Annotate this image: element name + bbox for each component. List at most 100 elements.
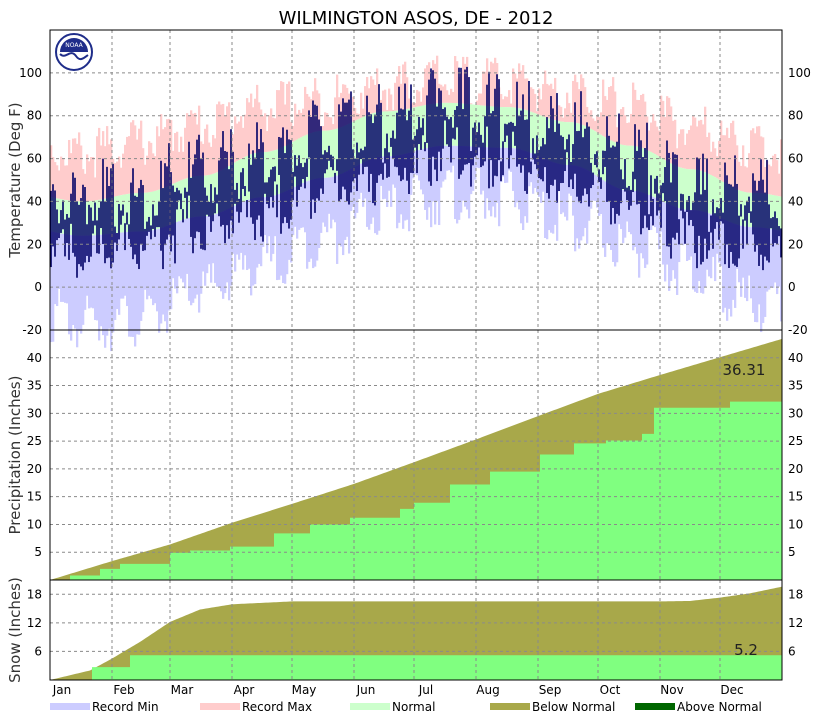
record-max-bar bbox=[538, 88, 541, 115]
record-max-bar bbox=[384, 89, 387, 112]
observed-temperature-bar bbox=[62, 200, 64, 230]
record-min-bar bbox=[266, 196, 269, 254]
observed-temperature-bar bbox=[244, 186, 246, 197]
normal-bar bbox=[500, 107, 503, 148]
record-max-bar bbox=[100, 145, 103, 200]
record-min-bar bbox=[96, 235, 99, 321]
record-max-bar bbox=[600, 112, 603, 135]
record-min-bar bbox=[276, 194, 279, 281]
normal-bar bbox=[722, 181, 725, 220]
record-max-bar bbox=[218, 101, 221, 172]
record-max-bar bbox=[90, 157, 93, 201]
normal-bar bbox=[444, 102, 447, 146]
record-max-bar bbox=[356, 113, 359, 120]
record-min-bar bbox=[324, 177, 327, 227]
record-min-bar bbox=[464, 146, 467, 207]
observed-temperature-bar bbox=[106, 166, 108, 259]
observed-temperature-bar bbox=[510, 121, 512, 156]
record-max-bar bbox=[358, 113, 361, 119]
observed-temperature-bar bbox=[300, 163, 302, 187]
observed-temperature-bar bbox=[454, 109, 456, 140]
record-min-bar bbox=[178, 221, 181, 277]
observed-temperature-bar bbox=[648, 214, 650, 231]
observed-temperature-bar bbox=[498, 79, 500, 161]
record-max-bar bbox=[736, 145, 739, 190]
record-max-bar bbox=[690, 125, 693, 170]
record-min-bar bbox=[410, 152, 413, 195]
record-max-bar bbox=[642, 93, 645, 149]
record-min-bar bbox=[722, 219, 725, 313]
normal-bar bbox=[590, 128, 593, 173]
normal-bar bbox=[182, 179, 185, 220]
observed-temperature-bar bbox=[458, 67, 460, 179]
record-min-bar bbox=[396, 155, 399, 229]
normal-bar bbox=[682, 168, 685, 210]
observed-temperature-bar bbox=[398, 86, 400, 176]
record-min-bar bbox=[68, 234, 71, 335]
record-min-bar bbox=[286, 190, 289, 275]
normal-bar bbox=[572, 122, 575, 166]
record-min-bar bbox=[494, 147, 497, 218]
record-max-bar bbox=[492, 63, 495, 107]
record-max-bar bbox=[590, 110, 593, 129]
record-max-bar bbox=[272, 117, 275, 151]
record-min-bar bbox=[778, 230, 781, 287]
normal-bar bbox=[632, 145, 635, 191]
record-min-bar bbox=[682, 209, 685, 246]
observed-temperature-bar bbox=[760, 159, 762, 255]
observed-temperature-bar bbox=[230, 129, 232, 221]
normal-bar bbox=[154, 190, 157, 230]
observed-temperature-bar bbox=[98, 207, 100, 254]
observed-temperature-bar bbox=[622, 179, 624, 190]
normal-bar bbox=[382, 111, 385, 157]
observed-temperature-bar bbox=[728, 183, 730, 268]
record-max-bar bbox=[104, 146, 107, 199]
record-max-bar bbox=[542, 84, 545, 117]
record-min-bar bbox=[80, 235, 83, 334]
observed-temperature-bar bbox=[766, 159, 768, 261]
legend-swatch bbox=[635, 703, 675, 710]
record-min-bar bbox=[348, 170, 351, 254]
observed-temperature-bar bbox=[320, 126, 322, 189]
observed-temperature-bar bbox=[184, 187, 186, 198]
record-min-bar bbox=[578, 166, 581, 249]
normal-bar bbox=[330, 130, 333, 178]
record-max-bar bbox=[106, 126, 109, 199]
record-min-bar bbox=[82, 235, 85, 325]
record-max-bar bbox=[332, 124, 335, 130]
observed-temperature-bar bbox=[258, 149, 260, 216]
record-max-bar bbox=[324, 112, 327, 131]
record-min-bar bbox=[456, 145, 459, 224]
normal-bar bbox=[476, 105, 479, 147]
observed-temperature-bar bbox=[274, 166, 276, 182]
record-max-bar bbox=[50, 145, 53, 198]
record-min-bar bbox=[310, 179, 313, 259]
record-min-bar bbox=[104, 234, 107, 348]
normal-bar bbox=[322, 130, 325, 178]
observed-temperature-bar bbox=[224, 150, 226, 244]
observed-temperature-bar bbox=[612, 145, 614, 209]
observed-temperature-bar bbox=[374, 114, 376, 206]
record-min-bar bbox=[366, 160, 369, 227]
observed-temperature-bar bbox=[400, 108, 402, 182]
record-min-bar bbox=[334, 176, 337, 223]
record-min-bar bbox=[144, 231, 147, 290]
observed-temperature-bar bbox=[536, 135, 538, 170]
observed-temperature-bar bbox=[388, 152, 390, 177]
record-max-bar bbox=[620, 109, 623, 145]
record-max-bar bbox=[246, 98, 249, 156]
record-max-bar bbox=[490, 61, 493, 107]
record-min-bar bbox=[622, 189, 625, 244]
normal-bar bbox=[540, 115, 543, 158]
record-min-bar bbox=[648, 194, 651, 229]
observed-temperature-bar bbox=[304, 162, 306, 189]
record-min-bar bbox=[564, 164, 567, 217]
normal-bar bbox=[238, 160, 241, 204]
normal-bar bbox=[354, 120, 357, 167]
record-max-bar bbox=[76, 143, 79, 202]
normal-bar bbox=[58, 198, 61, 234]
record-min-bar bbox=[58, 233, 61, 289]
normal-bar bbox=[268, 151, 271, 197]
observed-temperature-bar bbox=[166, 166, 168, 240]
observed-temperature-bar bbox=[250, 164, 252, 218]
